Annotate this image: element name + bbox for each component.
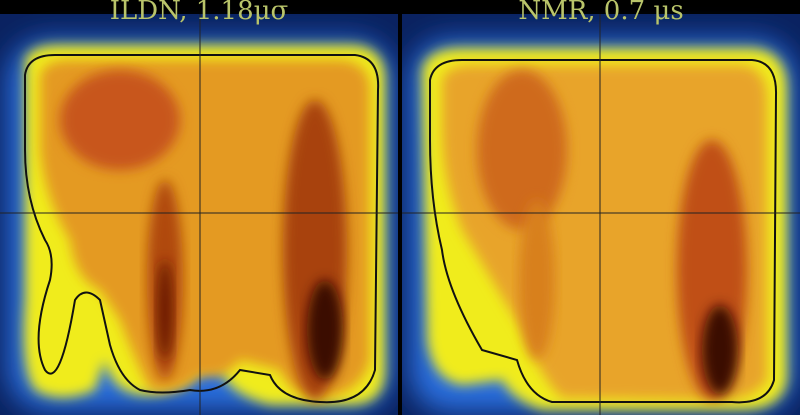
heatmap-panel-nmr: NMR, 0.7 μs	[402, 0, 800, 415]
density-core	[60, 70, 180, 170]
density-peak	[307, 280, 343, 380]
panel-title: NMR, 0.7 μs	[518, 0, 684, 26]
density-core	[519, 200, 555, 360]
density-core	[477, 70, 567, 230]
contour-outer	[429, 59, 778, 404]
heatmap-plot	[402, 14, 800, 415]
heatmap-panel-ildn: ILDN, 1.18μσ	[0, 0, 398, 415]
contour-outer	[24, 54, 380, 404]
density-peak	[702, 305, 738, 395]
density-peak	[157, 260, 173, 360]
heatmap-plot	[0, 14, 398, 415]
panel-title: ILDN, 1.18μσ	[109, 0, 289, 26]
